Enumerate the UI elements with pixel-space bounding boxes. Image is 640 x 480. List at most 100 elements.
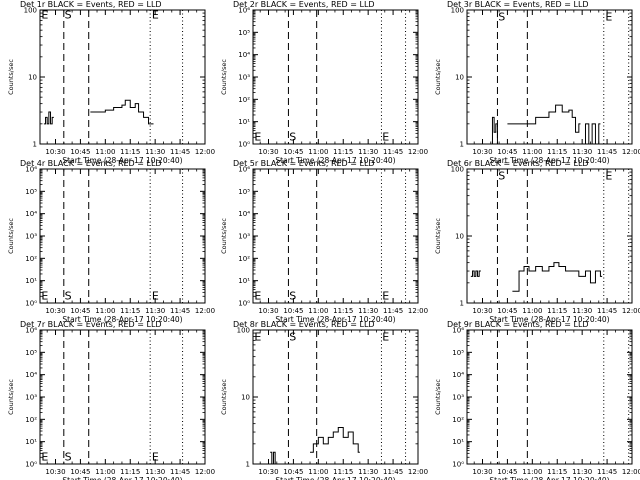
y-tick-label: 10³ bbox=[25, 394, 37, 402]
x-tick-label: 11:45 bbox=[170, 468, 190, 476]
y-axis-label: Counts/sec bbox=[434, 379, 442, 415]
x-tick-label: 10:30 bbox=[258, 468, 278, 476]
end-marker: E bbox=[382, 289, 389, 302]
y-tick-label: 10³ bbox=[25, 233, 37, 241]
x-axis-label: Start Time (28-Apr-17 10:20:40) bbox=[275, 315, 395, 324]
y-axis-label: Counts/sec bbox=[434, 59, 442, 95]
x-tick-label: 11:15 bbox=[547, 148, 567, 156]
y-axis-label: Counts/sec bbox=[220, 379, 228, 415]
y-tick-label: 100 bbox=[451, 7, 464, 15]
y-tick-label: 10⁶ bbox=[238, 166, 250, 174]
x-tick-label: 11:30 bbox=[358, 307, 378, 315]
start-marker: S bbox=[289, 330, 296, 343]
series-line bbox=[470, 270, 481, 277]
y-tick-label: 10⁵ bbox=[25, 188, 37, 196]
x-tick-label: 11:00 bbox=[308, 148, 328, 156]
end-marker: E bbox=[254, 289, 261, 302]
y-tick-label: 10⁵ bbox=[238, 29, 250, 37]
plot-frame bbox=[252, 9, 419, 145]
x-axis-label: Start Time (28-Apr-17 10:20:40) bbox=[489, 315, 609, 324]
y-tick-label: 10⁵ bbox=[25, 349, 37, 357]
plot-frame bbox=[466, 329, 633, 465]
end-marker: E bbox=[152, 450, 159, 463]
x-tick-label: 11:00 bbox=[95, 468, 115, 476]
y-tick-label: 1 bbox=[460, 141, 464, 149]
x-tick-label: 11:45 bbox=[383, 307, 403, 315]
x-tick-label: 12:00 bbox=[622, 468, 640, 476]
y-tick-label: 10 bbox=[455, 74, 464, 82]
y-tick-label: 1 bbox=[33, 141, 37, 149]
start-marker: S bbox=[65, 450, 72, 463]
x-tick-label: 11:00 bbox=[308, 468, 328, 476]
x-tick-label: 11:45 bbox=[597, 468, 617, 476]
x-tick-label: 12:00 bbox=[408, 468, 428, 476]
x-tick-label: 11:45 bbox=[170, 148, 190, 156]
end-marker: E bbox=[382, 330, 389, 343]
x-tick-label: 10:30 bbox=[45, 307, 65, 315]
y-tick-label: 10⁴ bbox=[238, 51, 250, 59]
x-tick-label: 10:45 bbox=[497, 148, 517, 156]
y-tick-label: 10² bbox=[25, 416, 37, 424]
y-tick-label: 100 bbox=[237, 327, 250, 335]
chart-panel: Det 4r BLACK = Events, RED = LLD Counts/s… bbox=[7, 159, 215, 324]
series-line bbox=[507, 104, 581, 133]
plot-frame bbox=[252, 329, 419, 465]
plot-frame bbox=[466, 168, 633, 304]
y-axis-label: Counts/sec bbox=[220, 218, 228, 254]
y-tick-label: 10 bbox=[28, 74, 37, 82]
x-tick-label: 10:45 bbox=[283, 307, 303, 315]
y-tick-label: 10⁶ bbox=[25, 166, 37, 174]
y-tick-label: 10⁶ bbox=[452, 327, 464, 335]
plot-frame bbox=[39, 329, 206, 465]
x-tick-label: 11:15 bbox=[547, 468, 567, 476]
start-marker: S bbox=[65, 289, 72, 302]
end-marker: E bbox=[41, 9, 48, 22]
x-tick-label: 12:00 bbox=[195, 307, 215, 315]
x-tick-label: 10:45 bbox=[70, 468, 90, 476]
x-tick-label: 11:30 bbox=[358, 468, 378, 476]
x-tick-label: 11:15 bbox=[120, 307, 140, 315]
chart-title: Det 2r BLACK = Events, RED = LLD bbox=[233, 0, 375, 9]
y-tick-label: 10⁰ bbox=[25, 461, 37, 469]
x-tick-label: 12:00 bbox=[195, 148, 215, 156]
y-tick-label: 10 bbox=[455, 233, 464, 241]
y-tick-label: 10³ bbox=[238, 233, 250, 241]
x-tick-label: 12:00 bbox=[622, 148, 640, 156]
x-tick-label: 11:00 bbox=[95, 307, 115, 315]
y-tick-label: 10⁵ bbox=[238, 188, 250, 196]
x-axis-label: Start Time (28-Apr-17 10:20:40) bbox=[489, 156, 609, 165]
x-tick-label: 10:30 bbox=[472, 148, 492, 156]
plot-frame bbox=[39, 168, 206, 304]
end-marker: E bbox=[605, 10, 612, 23]
y-tick-label: 10⁴ bbox=[25, 210, 37, 218]
series-line bbox=[490, 116, 500, 145]
chart-panel: Det 3r BLACK = Events, RED = LLD Counts/s… bbox=[434, 0, 640, 165]
start-marker: S bbox=[289, 289, 296, 302]
y-tick-label: 100 bbox=[451, 166, 464, 174]
chart-panel: Det 5r BLACK = Events, RED = LLD Counts/s… bbox=[220, 159, 428, 324]
x-tick-label: 11:30 bbox=[145, 468, 165, 476]
end-marker: E bbox=[254, 130, 261, 143]
x-tick-label: 12:00 bbox=[408, 307, 428, 315]
x-axis-label: Start Time (28-Apr-17 10:20:40) bbox=[275, 476, 395, 480]
x-tick-label: 11:30 bbox=[572, 468, 592, 476]
series-line bbox=[582, 123, 601, 145]
x-tick-label: 10:30 bbox=[45, 148, 65, 156]
x-tick-label: 11:30 bbox=[145, 148, 165, 156]
y-tick-label: 10⁰ bbox=[452, 461, 464, 469]
x-tick-label: 10:45 bbox=[70, 148, 90, 156]
chart-title: Det 1r BLACK = Events, RED = LLD bbox=[20, 0, 162, 9]
chart-panel: Det 7r BLACK = Events, RED = LLD Counts/s… bbox=[7, 320, 215, 480]
x-tick-label: 10:45 bbox=[283, 468, 303, 476]
x-tick-label: 10:30 bbox=[472, 468, 492, 476]
y-tick-label: 10⁰ bbox=[238, 141, 250, 149]
y-tick-label: 10¹ bbox=[238, 277, 250, 285]
y-tick-label: 10 bbox=[241, 394, 250, 402]
chart-title: Det 5r BLACK = Events, RED = LLD bbox=[233, 159, 375, 168]
start-marker: S bbox=[289, 130, 296, 143]
y-tick-label: 1 bbox=[460, 300, 464, 308]
y-tick-label: 10⁰ bbox=[238, 300, 250, 308]
chart-panel: Det 1r BLACK = Events, RED = LLD Counts/s… bbox=[7, 0, 215, 165]
chart-title: Det 3r BLACK = Events, RED = LLD bbox=[447, 0, 589, 9]
